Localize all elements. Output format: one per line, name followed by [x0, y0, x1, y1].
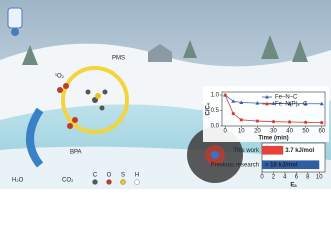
pms-label: PMS [112, 56, 125, 62]
element-label: S [121, 173, 125, 179]
x-tick-label: 0 [260, 175, 264, 181]
bar [262, 160, 320, 170]
element-dot [134, 179, 140, 185]
point [271, 101, 276, 105]
bpa-label: BPA [70, 150, 82, 156]
x-tick-label: 30 [270, 129, 277, 135]
x-tick-label: 40 [286, 129, 293, 135]
x-tick-label: 0 [224, 129, 228, 135]
element-label: O [107, 173, 112, 179]
point [223, 93, 227, 97]
point [320, 121, 324, 125]
element-dot [92, 179, 98, 185]
element-label: C [93, 173, 98, 179]
point [255, 101, 260, 105]
water-label: H₂O [12, 178, 24, 184]
x-axis-label: Eₐ [290, 183, 297, 189]
x-tick-label: 4 [283, 175, 287, 181]
point [239, 118, 243, 122]
x-tick-label: 2 [272, 175, 276, 181]
co2-label: CO₂ [62, 178, 74, 184]
legend-label: Fe–N(P)ₓ–C [275, 102, 308, 108]
y-tick-label: 1.0 [211, 93, 220, 99]
legend-label: Fe–N–C [275, 95, 298, 101]
point [304, 120, 308, 124]
x-axis-label: Time (min) [258, 136, 288, 142]
legend-marker [265, 95, 269, 99]
series-line [224, 94, 322, 123]
value-label: > 10 kJ/mol [265, 162, 298, 168]
category-label: This work [233, 148, 260, 154]
point [231, 112, 235, 116]
x-tick-label: 6 [295, 175, 299, 181]
x-tick-label: 10 [238, 129, 245, 135]
x-tick-label: 20 [254, 129, 261, 135]
x-tick-label: 8 [306, 175, 310, 181]
point [231, 99, 236, 103]
value-label: 3.7 kJ/mol [285, 148, 314, 154]
point [303, 101, 308, 106]
legend-marker [265, 102, 269, 106]
oxygen-label: ¹O₂ [55, 74, 65, 80]
point [271, 120, 276, 124]
x-tick-label: 60 [318, 129, 325, 135]
point [319, 101, 324, 106]
series-line [224, 94, 322, 105]
category-label: Previous research [211, 162, 259, 168]
y-tick-label: 0.0 [211, 124, 220, 130]
x-tick-label: 50 [302, 129, 309, 135]
point [287, 101, 292, 106]
point [255, 119, 260, 123]
element-dot [106, 179, 112, 185]
y-axis-label: C/C₀ [206, 102, 212, 115]
y-tick-label: 0.5 [211, 108, 220, 114]
element-label: H [135, 173, 139, 179]
x-tick-label: 10 [316, 175, 323, 181]
bar [262, 145, 284, 155]
point [287, 120, 292, 124]
point [239, 100, 244, 105]
labels: PMS ¹O₂ BPA H₂O CO₂ [12, 56, 125, 184]
element-dot [120, 179, 126, 185]
